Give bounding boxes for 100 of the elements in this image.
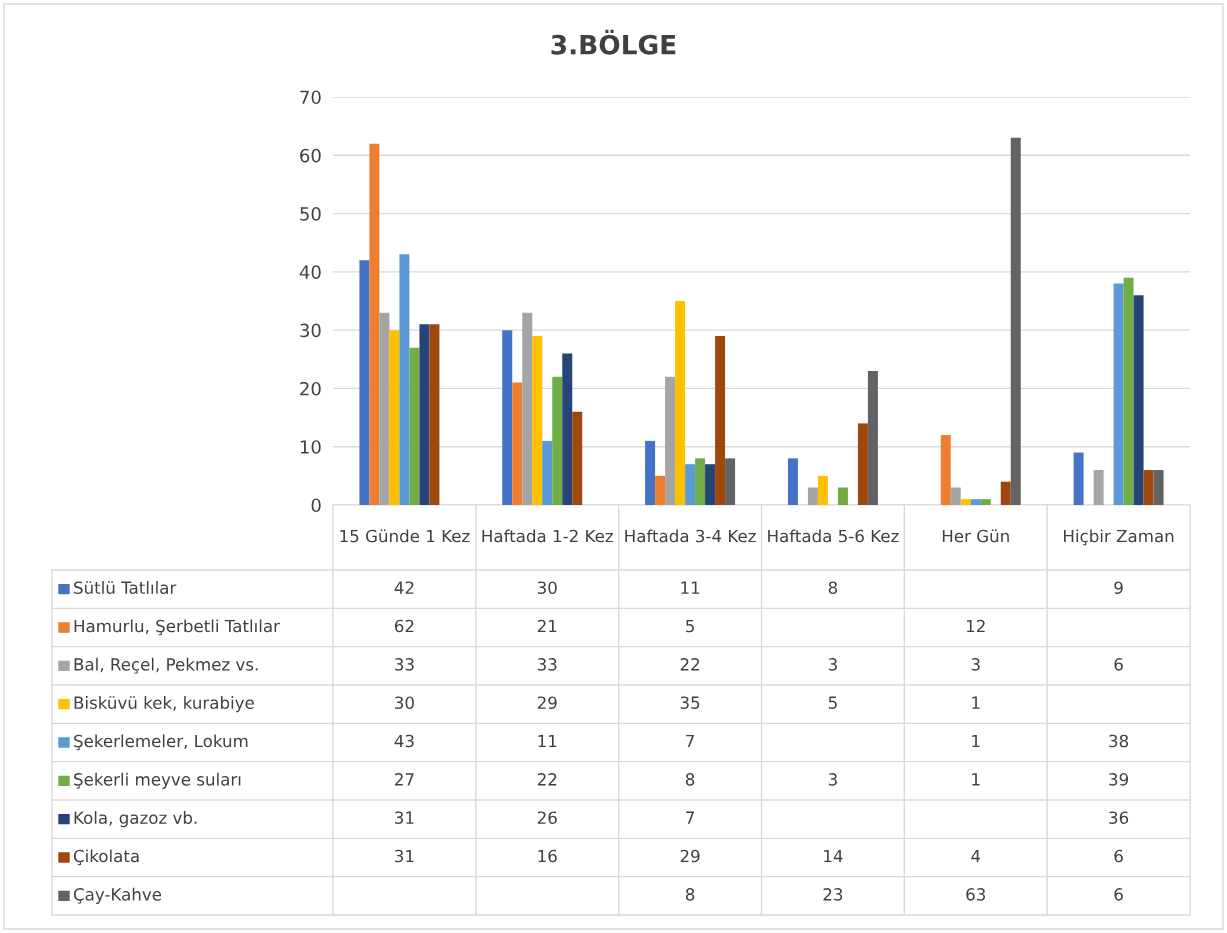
- data-label: 26: [537, 811, 557, 824]
- bar: [369, 143, 380, 505]
- bar: [1123, 277, 1134, 505]
- x-tick-label: Hiçbir Zaman: [1064, 529, 1174, 546]
- data-label: 14: [824, 849, 843, 863]
- legend-label: Şekerlemeler, Lokum: [74, 734, 248, 751]
- legend-label: Kola, gazoz vb.: [74, 811, 197, 828]
- data-label: 5: [686, 619, 694, 633]
- data-label: 7: [686, 734, 694, 748]
- bar: [1143, 470, 1154, 505]
- data-label: 1: [972, 696, 980, 709]
- bar: [359, 260, 370, 505]
- data-label: 12: [966, 619, 985, 633]
- bar: [960, 499, 971, 505]
- data-label: 42: [394, 581, 414, 594]
- x-tick-label: Haftada 5-6 Kez: [768, 529, 899, 543]
- data-label: 31: [395, 811, 414, 824]
- data-label: 29: [680, 849, 700, 863]
- bar: [675, 301, 686, 505]
- data-label: 27: [395, 773, 414, 786]
- data-label: 23: [823, 888, 843, 901]
- x-tick-label: 15 Günde 1 Kez: [340, 529, 470, 543]
- data-label: 8: [828, 581, 838, 594]
- data-label: 63: [966, 888, 986, 901]
- bar: [705, 464, 716, 505]
- bar: [409, 347, 420, 505]
- bar: [867, 370, 878, 505]
- data-label: 3: [971, 658, 980, 671]
- data-label: 39: [1109, 773, 1129, 786]
- y-tick-label: 20: [300, 381, 321, 396]
- bar: [552, 376, 563, 505]
- data-label: 3: [828, 773, 837, 786]
- data-label: 5: [828, 696, 837, 709]
- bar: [1010, 137, 1021, 505]
- bar: [970, 499, 981, 505]
- bar: [512, 382, 523, 505]
- bar: [1113, 283, 1124, 505]
- data-label: 8: [685, 888, 695, 901]
- data-label: 22: [680, 658, 700, 671]
- bar: [1000, 481, 1011, 505]
- data-label: 22: [537, 773, 557, 786]
- x-tick-label: Haftada 3-4 Kez: [625, 529, 756, 543]
- y-tick-label: 30: [300, 323, 321, 338]
- data-label: 38: [1109, 734, 1129, 748]
- y-tick-label: 10: [300, 440, 321, 454]
- y-tick-label: 50: [300, 207, 321, 221]
- bar: [1093, 470, 1104, 505]
- data-label: 33: [395, 658, 414, 671]
- data-label: 29: [537, 696, 557, 709]
- bar: [725, 458, 736, 505]
- legend-label: Sütlü Tatlılar: [74, 581, 177, 594]
- x-tick-label: Her Gün: [942, 529, 1009, 543]
- bar: [837, 487, 848, 505]
- bar: [645, 440, 656, 505]
- data-label: 43: [394, 734, 414, 748]
- bar: [532, 335, 543, 505]
- bar: [502, 330, 513, 505]
- bar: [429, 324, 440, 505]
- y-tick-label: 40: [299, 265, 321, 279]
- data-label: 1: [972, 734, 980, 748]
- data-label: 6: [1114, 658, 1123, 671]
- bar: [950, 487, 961, 505]
- bar: [807, 487, 818, 505]
- bar: [1153, 470, 1164, 505]
- bar: [715, 335, 726, 505]
- bar: [572, 411, 583, 505]
- data-label: 33: [537, 658, 557, 671]
- chart-title: 3.BÖLGE: [551, 29, 676, 55]
- data-label: 8: [685, 773, 695, 786]
- data-label: 6: [1114, 888, 1123, 901]
- bar: [665, 376, 676, 505]
- bar: [695, 458, 706, 505]
- data-label: 9: [1114, 581, 1123, 594]
- data-label: 16: [538, 849, 557, 863]
- data-label: 30: [395, 696, 414, 709]
- legend-label: Şekerli meyve suları: [74, 772, 241, 789]
- data-label: 3: [828, 658, 837, 671]
- y-tick-label: 70: [300, 90, 321, 105]
- data-label: 35: [680, 696, 700, 709]
- data-label: 30: [537, 581, 557, 594]
- bar: [1133, 295, 1144, 505]
- data-label: 31: [395, 849, 414, 863]
- data-label: 36: [1109, 811, 1129, 824]
- bar: [1073, 452, 1084, 505]
- data-label: 6: [1114, 849, 1123, 863]
- bar: [940, 435, 951, 505]
- bar: [787, 458, 798, 505]
- bar: [522, 312, 533, 505]
- legend-label: Bal, Reçel, Pekmez vs.: [74, 657, 258, 674]
- legend-label: Çikolata: [73, 849, 139, 866]
- bar: [389, 330, 400, 505]
- data-label: 11: [538, 734, 557, 748]
- bar: [817, 475, 828, 505]
- bar: [399, 254, 410, 505]
- bar: [655, 475, 666, 505]
- legend-label: Hamurlu, Şerbetli Tatlılar: [74, 619, 280, 636]
- bar: [419, 324, 430, 505]
- bar: [542, 440, 553, 505]
- data-label: 1: [972, 773, 980, 786]
- bar: [857, 423, 868, 505]
